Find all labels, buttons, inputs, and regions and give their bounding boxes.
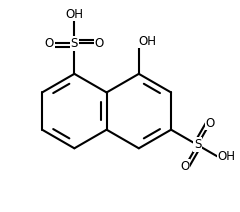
Text: S: S [71,37,78,50]
Text: O: O [45,37,54,50]
Text: O: O [180,160,190,173]
Text: OH: OH [139,35,157,48]
Text: S: S [194,138,201,151]
Text: O: O [95,37,104,50]
Text: OH: OH [217,150,235,163]
Text: OH: OH [65,8,83,21]
Text: O: O [205,117,215,130]
